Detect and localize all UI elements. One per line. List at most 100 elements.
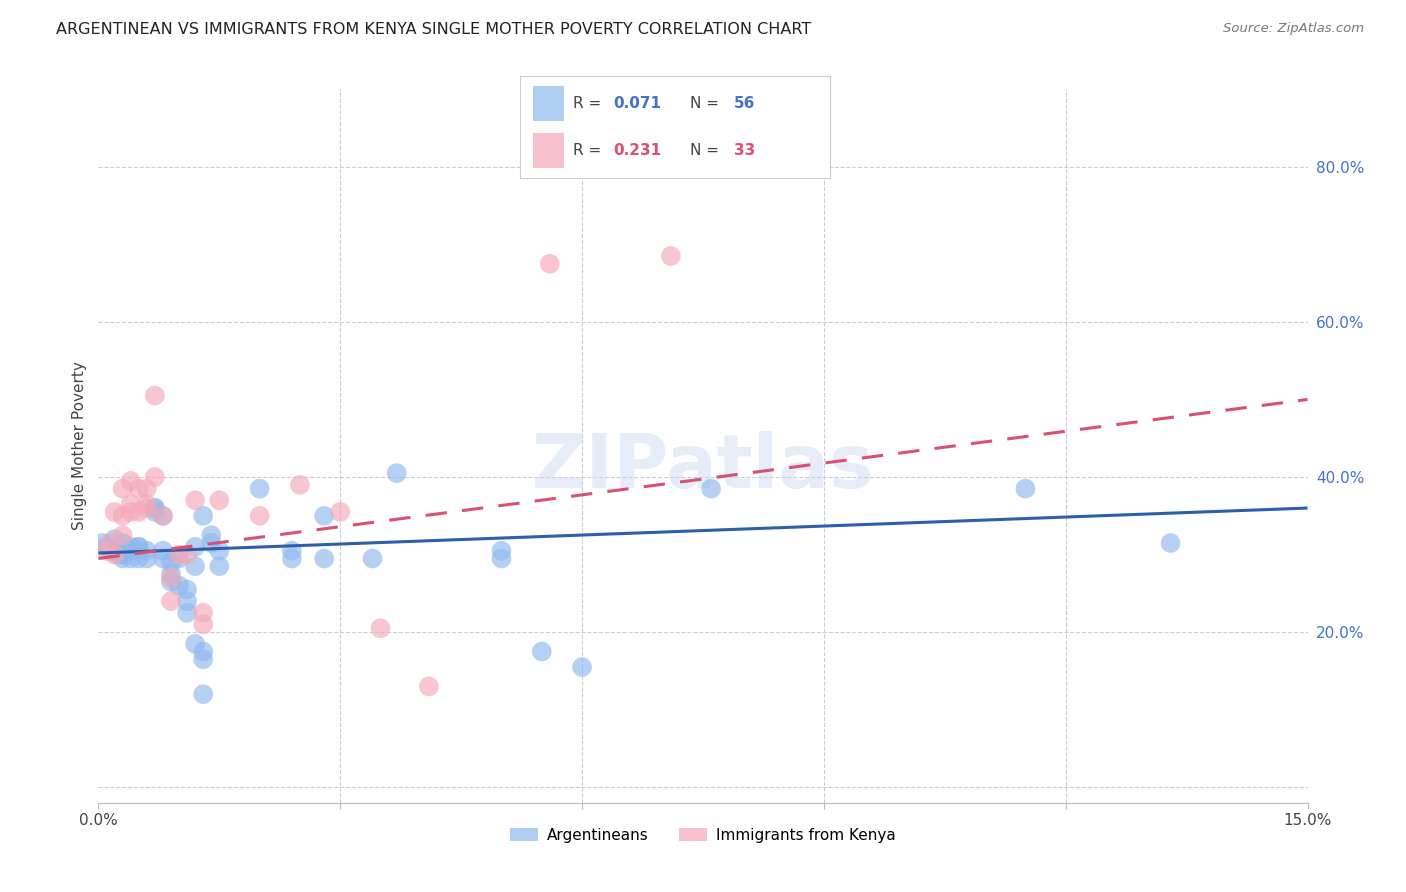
Point [167,579,190,593]
Point [143,505,166,519]
Text: ZIPatlas: ZIPatlas [531,431,875,504]
Point [193,687,215,701]
Point [135,497,157,511]
Point [281,551,304,566]
Point [128,505,150,519]
Point [152,551,174,566]
Point [200,528,222,542]
Point [128,540,150,554]
FancyBboxPatch shape [533,133,564,168]
Point [120,540,142,554]
Point [135,551,157,566]
Point [152,508,174,523]
Point [103,548,125,562]
Point [135,501,157,516]
Point [128,482,150,496]
Point [128,540,150,554]
Point [160,574,183,589]
Point [96,540,118,554]
Point [1160,536,1182,550]
Point [103,532,125,546]
Point [249,482,271,496]
Point [103,543,125,558]
Point [143,470,166,484]
Point [193,508,215,523]
Text: ARGENTINEAN VS IMMIGRANTS FROM KENYA SINGLE MOTHER POVERTY CORRELATION CHART: ARGENTINEAN VS IMMIGRANTS FROM KENYA SIN… [56,22,811,37]
Point [184,540,207,554]
Point [184,493,207,508]
Point [96,543,118,558]
Point [100,536,122,550]
Text: 56: 56 [734,96,755,111]
Point [370,621,392,635]
Point [176,548,198,562]
Point [91,536,114,550]
Point [152,543,174,558]
Point [249,508,271,523]
Point [143,501,166,516]
Point [111,551,134,566]
Text: N =: N = [690,144,724,158]
Point [184,559,207,574]
Point [111,548,134,562]
Point [491,551,513,566]
Text: N =: N = [690,96,724,111]
Point [1014,482,1036,496]
Point [208,559,231,574]
FancyBboxPatch shape [533,87,564,121]
Point [135,482,157,496]
Point [107,548,129,562]
Legend: Argentineans, Immigrants from Kenya: Argentineans, Immigrants from Kenya [505,822,901,848]
Point [160,571,183,585]
Point [120,505,142,519]
Point [160,594,183,608]
Point [176,594,198,608]
Point [152,508,174,523]
Point [120,543,142,558]
Point [659,249,682,263]
Point [167,548,190,562]
Point [160,566,183,581]
Point [329,505,352,519]
Point [193,644,215,658]
Point [176,606,198,620]
Point [193,606,215,620]
Point [135,543,157,558]
Point [111,482,134,496]
Point [208,543,231,558]
Point [208,493,231,508]
Point [184,637,207,651]
Point [143,501,166,516]
Text: R =: R = [572,144,606,158]
Point [160,555,183,569]
Point [361,551,384,566]
Point [491,543,513,558]
Point [530,644,553,658]
Point [100,543,122,558]
Point [385,466,408,480]
Point [281,543,304,558]
Point [111,508,134,523]
Point [120,551,142,566]
Point [176,582,198,597]
Text: 0.231: 0.231 [613,144,661,158]
Point [314,508,336,523]
Point [103,505,125,519]
Point [167,551,190,566]
Text: 0.071: 0.071 [613,96,661,111]
Point [120,474,142,488]
Point [200,536,222,550]
Point [143,388,166,402]
Point [288,477,311,491]
Point [193,617,215,632]
Point [128,551,150,566]
Text: Source: ZipAtlas.com: Source: ZipAtlas.com [1223,22,1364,36]
Point [700,482,723,496]
Point [538,257,561,271]
Y-axis label: Single Mother Poverty: Single Mother Poverty [72,361,87,531]
Point [193,652,215,666]
Text: 33: 33 [734,144,755,158]
Text: R =: R = [572,96,606,111]
Point [314,551,336,566]
Point [120,497,142,511]
